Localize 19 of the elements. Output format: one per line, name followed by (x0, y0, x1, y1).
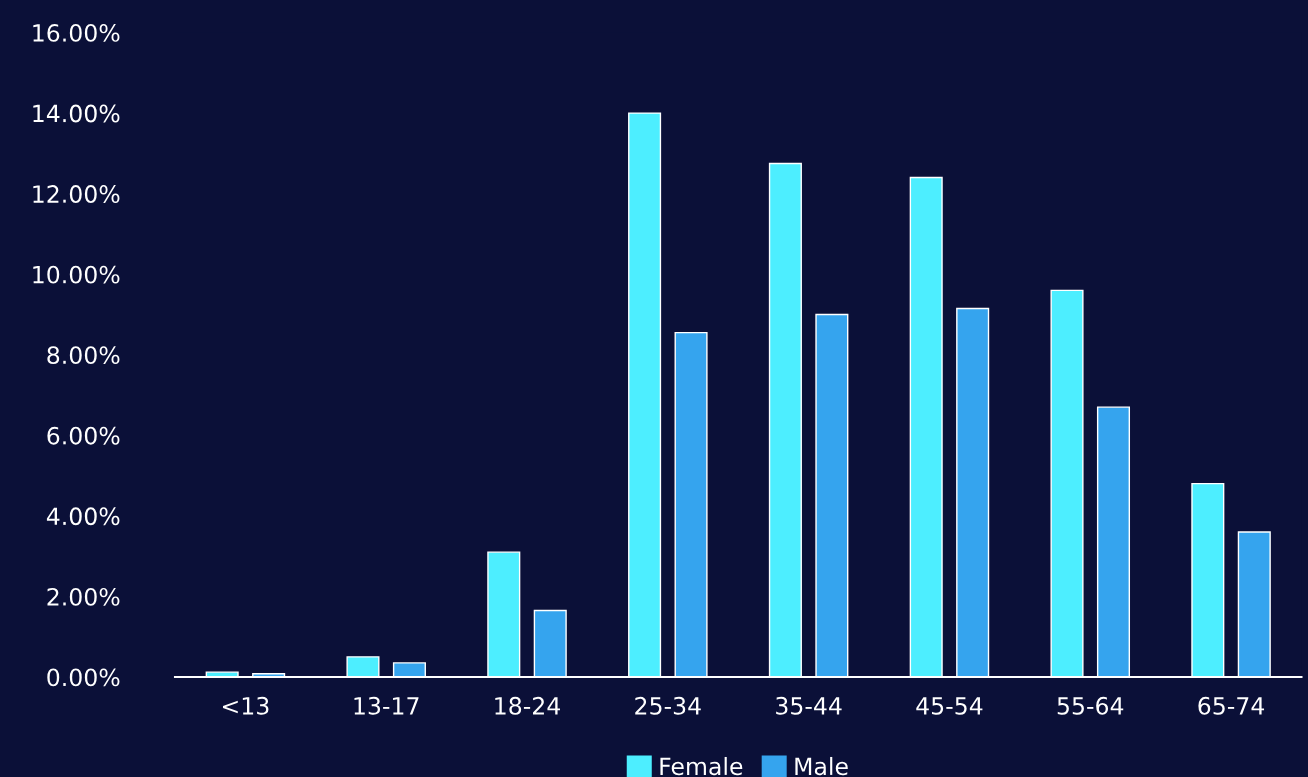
legend-label: Female (660, 756, 743, 776)
x-tick-label: 25-34 (635, 696, 701, 715)
x-tick-label: 35-44 (776, 696, 842, 715)
y-tick-label: 12.00% (33, 185, 120, 203)
y-tick-label: 4.00% (46, 507, 120, 526)
x-tick-label: 65-74 (1198, 696, 1265, 715)
x-tick-label: <13 (222, 696, 269, 715)
y-tick-label: 2.00% (47, 587, 120, 606)
x-tick-label: 13-17 (354, 696, 419, 715)
y-tick-label: 6.00% (47, 426, 120, 445)
y-tick-label: 0.00% (47, 668, 120, 687)
legend-label: Male (795, 756, 848, 776)
x-tick-label: 45-54 (916, 697, 983, 715)
x-tick-label: 55-64 (1057, 696, 1124, 715)
x-tick-label: 18-24 (495, 696, 560, 715)
y-tick-label: 10.00% (33, 265, 120, 284)
y-tick-label: 14.00% (33, 104, 120, 123)
y-tick-label: 16.00% (33, 24, 120, 42)
y-tick-label: 8.00% (47, 346, 120, 365)
